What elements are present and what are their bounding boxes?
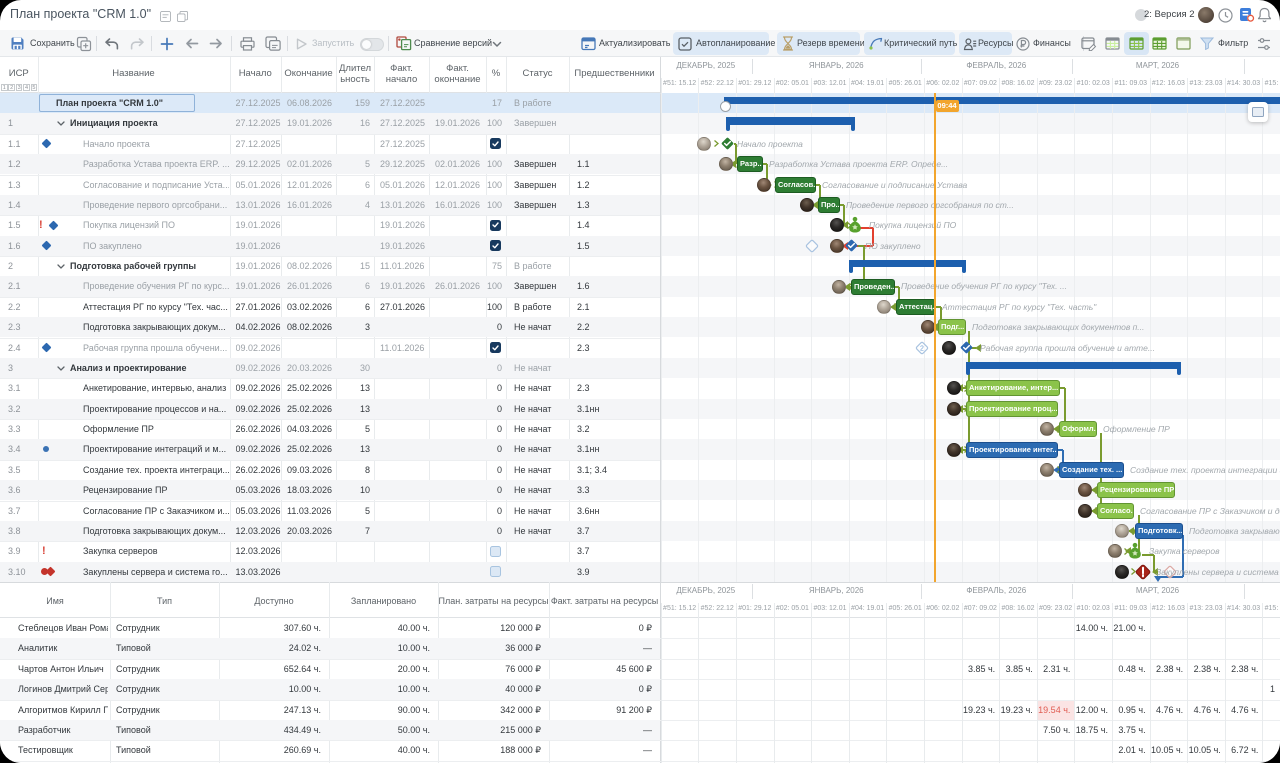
svg-text:2: 2: [920, 345, 924, 352]
